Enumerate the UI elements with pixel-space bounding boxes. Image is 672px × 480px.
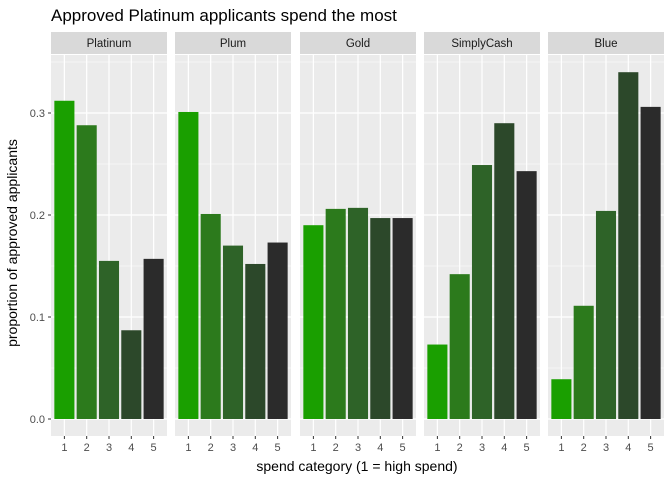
x-tick-label: 1: [558, 442, 564, 454]
x-axis-title: spend category (1 = high spend): [256, 458, 457, 474]
facet-strip-label: Plum: [220, 38, 246, 50]
x-tick-label: 2: [457, 442, 463, 454]
facet-strip: [51, 32, 167, 54]
x-tick-label: 3: [479, 442, 485, 454]
y-tick-label: 0.3: [30, 108, 45, 120]
facet-strip-label: Gold: [346, 38, 370, 50]
facet-strip-label: Platinum: [87, 38, 132, 50]
bar-plum-2: [200, 213, 221, 419]
x-tick-label: 3: [106, 442, 112, 454]
bar-gold-1: [303, 225, 324, 419]
x-tick-label: 1: [185, 442, 191, 454]
bar-platinum-4: [121, 330, 142, 419]
bar-simplycash-2: [449, 274, 470, 419]
x-tick-label: 2: [84, 442, 90, 454]
bar-blue-2: [573, 305, 594, 419]
bar-blue-3: [595, 210, 617, 419]
bar-plum-3: [222, 245, 244, 419]
bar-gold-2: [325, 208, 346, 419]
x-tick-label: 1: [310, 442, 316, 454]
x-tick-label: 2: [581, 442, 587, 454]
facet-panel-platinum: Platinum 1 2 3 4 5: [51, 32, 167, 454]
facet-strip: [175, 32, 291, 54]
facet-panel-gold: Gold 1 2 3 4 5: [300, 32, 416, 454]
x-tick-label: 4: [501, 442, 507, 454]
bar-platinum-2: [76, 125, 97, 420]
x-tick-label: 5: [400, 442, 406, 454]
x-tick-label: 2: [208, 442, 214, 454]
bar-simplycash-1: [427, 344, 448, 419]
facet-strip-label: SimplyCash: [451, 38, 512, 50]
bar-gold-5: [392, 218, 413, 419]
facet-panel-blue: Blue 1 2 3 4 5: [548, 32, 664, 454]
bar-blue-4: [618, 72, 639, 419]
x-tick-label: 1: [434, 442, 440, 454]
y-tick-label: 0.1: [30, 312, 45, 324]
y-tick-label: 0.2: [30, 210, 45, 222]
x-tick-label: 4: [625, 442, 631, 454]
bar-simplycash-4: [494, 123, 515, 419]
facet-strip: [300, 32, 416, 54]
bar-plum-1: [178, 111, 199, 419]
bar-plum-5: [267, 242, 288, 419]
chart-title: Approved Platinum applicants spend the m…: [51, 6, 397, 25]
bar-gold-3: [347, 207, 369, 419]
x-tick-label: 5: [275, 442, 281, 454]
bar-platinum-5: [143, 258, 164, 419]
bar-plum-4: [245, 263, 266, 419]
facet-strip: [548, 32, 664, 54]
facet-strip-label: Blue: [594, 38, 617, 50]
facet-panel-plum: Plum 1 2 3 4 5: [175, 32, 291, 454]
x-tick-label: 4: [128, 442, 134, 454]
facet-strip: [424, 32, 540, 54]
x-tick-label: 4: [377, 442, 383, 454]
y-axis: 0.0 0.1 0.2 0.3: [30, 108, 51, 426]
facet-panel-simplycash: SimplyCash 1 2 3 4 5: [424, 32, 540, 454]
x-tick-label: 5: [524, 442, 530, 454]
x-tick-label: 5: [151, 442, 157, 454]
bar-platinum-1: [54, 100, 75, 419]
bar-simplycash-3: [471, 165, 493, 419]
bar-simplycash-5: [516, 171, 537, 419]
bar-gold-4: [370, 218, 391, 419]
x-tick-label: 2: [333, 442, 339, 454]
bar-blue-1: [551, 379, 572, 419]
y-axis-title: proportion of approved applicants: [4, 139, 20, 347]
y-tick-label: 0.0: [30, 414, 45, 426]
x-tick-label: 4: [252, 442, 258, 454]
x-tick-label: 3: [603, 442, 609, 454]
bar-platinum-3: [98, 260, 120, 419]
x-tick-label: 5: [648, 442, 654, 454]
x-tick-label: 1: [61, 442, 67, 454]
x-tick-label: 3: [355, 442, 361, 454]
bar-blue-5: [640, 106, 661, 419]
x-tick-label: 3: [230, 442, 236, 454]
